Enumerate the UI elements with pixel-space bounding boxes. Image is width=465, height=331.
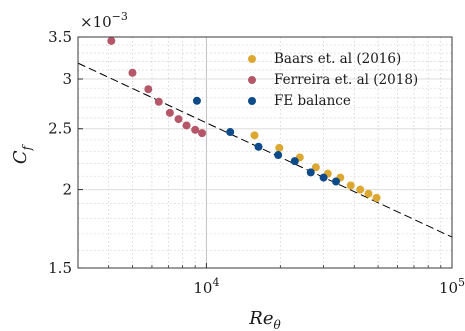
plot-area [78, 37, 452, 238]
legend-label: Baars et. al (2016) [274, 51, 401, 67]
y-axis-multiplier: ×10−3 [80, 10, 128, 31]
data-point [226, 128, 235, 137]
x-tick-label: 104 [193, 276, 219, 297]
plot-background [78, 37, 452, 268]
data-point [128, 68, 137, 77]
legend-marker [248, 55, 256, 63]
data-point [165, 108, 174, 117]
legend: Baars et. al (2016) Ferreira et. al (2018… [248, 51, 418, 109]
data-point [364, 189, 373, 198]
data-point [107, 37, 116, 45]
data-point [331, 177, 340, 186]
legend-marker [248, 76, 256, 84]
data-point [311, 163, 320, 172]
data-point [174, 115, 183, 124]
series-baars-et-al-2016 [250, 131, 381, 202]
data-point [182, 121, 191, 130]
fit-line [78, 62, 452, 238]
data-point [144, 85, 153, 94]
y-tick-label: 2.5 [48, 120, 72, 138]
series-fe-balance [192, 96, 340, 186]
data-point [290, 157, 299, 166]
y-tick-label: 2 [62, 181, 72, 199]
x-tick-label: 105 [439, 276, 465, 297]
data-point [346, 181, 355, 190]
legend-label: Ferreira et. al (2018) [274, 72, 418, 88]
data-point [319, 173, 328, 182]
data-point [356, 185, 365, 194]
markers [107, 37, 381, 202]
data-point [274, 151, 283, 160]
data-point [192, 96, 201, 105]
y-tick-label: 3.5 [48, 28, 72, 46]
y-tick-label: 3 [62, 70, 72, 88]
legend-label: FE balance [274, 93, 351, 109]
y-tick-label: 1.5 [48, 259, 72, 277]
x-axis-label: Reθ [248, 308, 281, 331]
legend-marker [248, 97, 256, 105]
data-point [306, 168, 315, 177]
plot-frame [77, 36, 453, 269]
series-ferreira-et-al-2018 [107, 37, 207, 138]
y-axis-label: Cf [10, 143, 34, 164]
data-point [275, 143, 284, 152]
data-point [198, 129, 207, 138]
data-point [191, 125, 200, 134]
data-point [250, 131, 259, 140]
data-point [154, 97, 163, 106]
data-point [254, 142, 263, 151]
data-point [372, 193, 381, 202]
